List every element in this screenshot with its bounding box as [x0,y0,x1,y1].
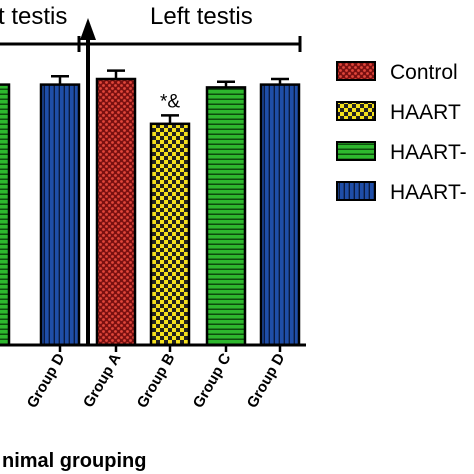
x-tick-label-4: Group B [134,350,179,411]
legend-label-1: Control [390,61,458,84]
bar-6 [259,83,301,347]
error-bar-4 [161,114,179,124]
legend-swatch-3 [336,141,376,161]
legend-swatch-4 [336,181,376,201]
significance-annotation-1: *& [160,91,180,112]
x-axis-title: nimal grouping [2,450,146,472]
legend-swatch-2 [336,101,376,121]
bar-2 [39,83,81,347]
x-tick-label-3: Group A [80,350,125,410]
error-bar-3 [107,69,125,79]
bar-5 [205,86,247,347]
error-bar-6 [271,77,289,85]
section-label-left-testis: Left testis [150,3,253,30]
legend-swatch-1 [336,61,376,81]
bar-3 [95,77,137,347]
x-tick-label-6: Group D [244,350,289,411]
bar-4 [149,122,191,347]
error-bar-2 [51,74,69,85]
section-label-right-testis: t testis [0,3,67,30]
error-bar-5 [217,80,235,88]
x-tick-label-2: Group D [24,350,69,411]
divider-arrow-head [80,18,96,40]
legend-label-4: HAART- [390,181,467,204]
bar-1 [0,83,11,347]
legend-label-3: HAART- [390,141,467,164]
x-tick-label-5: Group C [190,350,235,411]
legend-label-2: HAART [390,101,461,124]
